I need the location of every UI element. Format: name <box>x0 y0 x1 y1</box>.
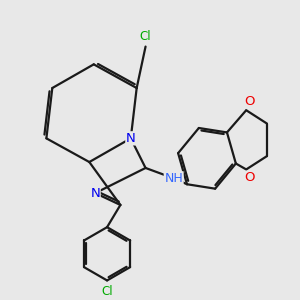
Text: O: O <box>244 95 255 108</box>
Text: Cl: Cl <box>140 30 152 43</box>
Text: O: O <box>244 171 255 184</box>
Text: N: N <box>126 132 136 145</box>
Text: N: N <box>90 187 100 200</box>
Text: Cl: Cl <box>101 285 113 298</box>
Text: NH: NH <box>164 172 183 185</box>
